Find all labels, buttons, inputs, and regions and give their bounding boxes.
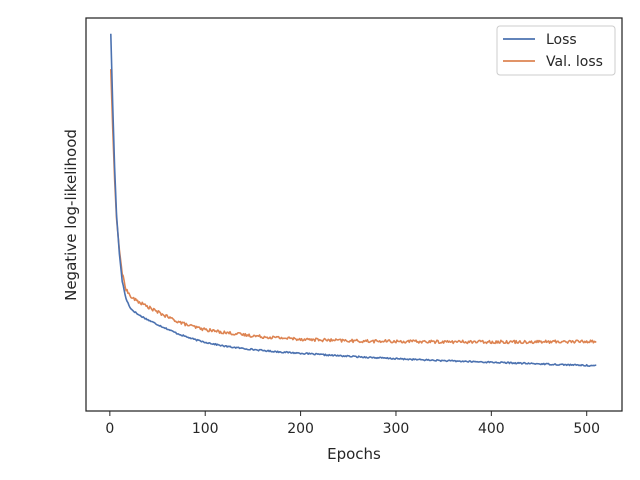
series-line-loss (110, 33, 597, 367)
series-layer (110, 33, 597, 367)
legend-label-loss: Loss (546, 32, 577, 48)
x-tick-label: 400 (478, 421, 505, 437)
x-axis-ticks: 0 100 200 300 400 500 (105, 411, 600, 437)
series-line-val-loss (110, 69, 597, 345)
x-tick-label: 300 (383, 421, 410, 437)
x-tick-label: 200 (287, 421, 314, 437)
plot-background (86, 18, 622, 411)
legend: Loss Val. loss (496, 25, 616, 76)
x-axis-label: Epochs (327, 445, 381, 463)
legend-label-val-loss: Val. loss (546, 54, 603, 70)
y-axis-label: Negative log-likelihood (62, 129, 80, 301)
x-tick-label: 100 (192, 421, 219, 437)
plot-frame (85, 17, 623, 412)
x-tick-label: 500 (573, 421, 600, 437)
x-tick-label: 0 (105, 421, 114, 437)
